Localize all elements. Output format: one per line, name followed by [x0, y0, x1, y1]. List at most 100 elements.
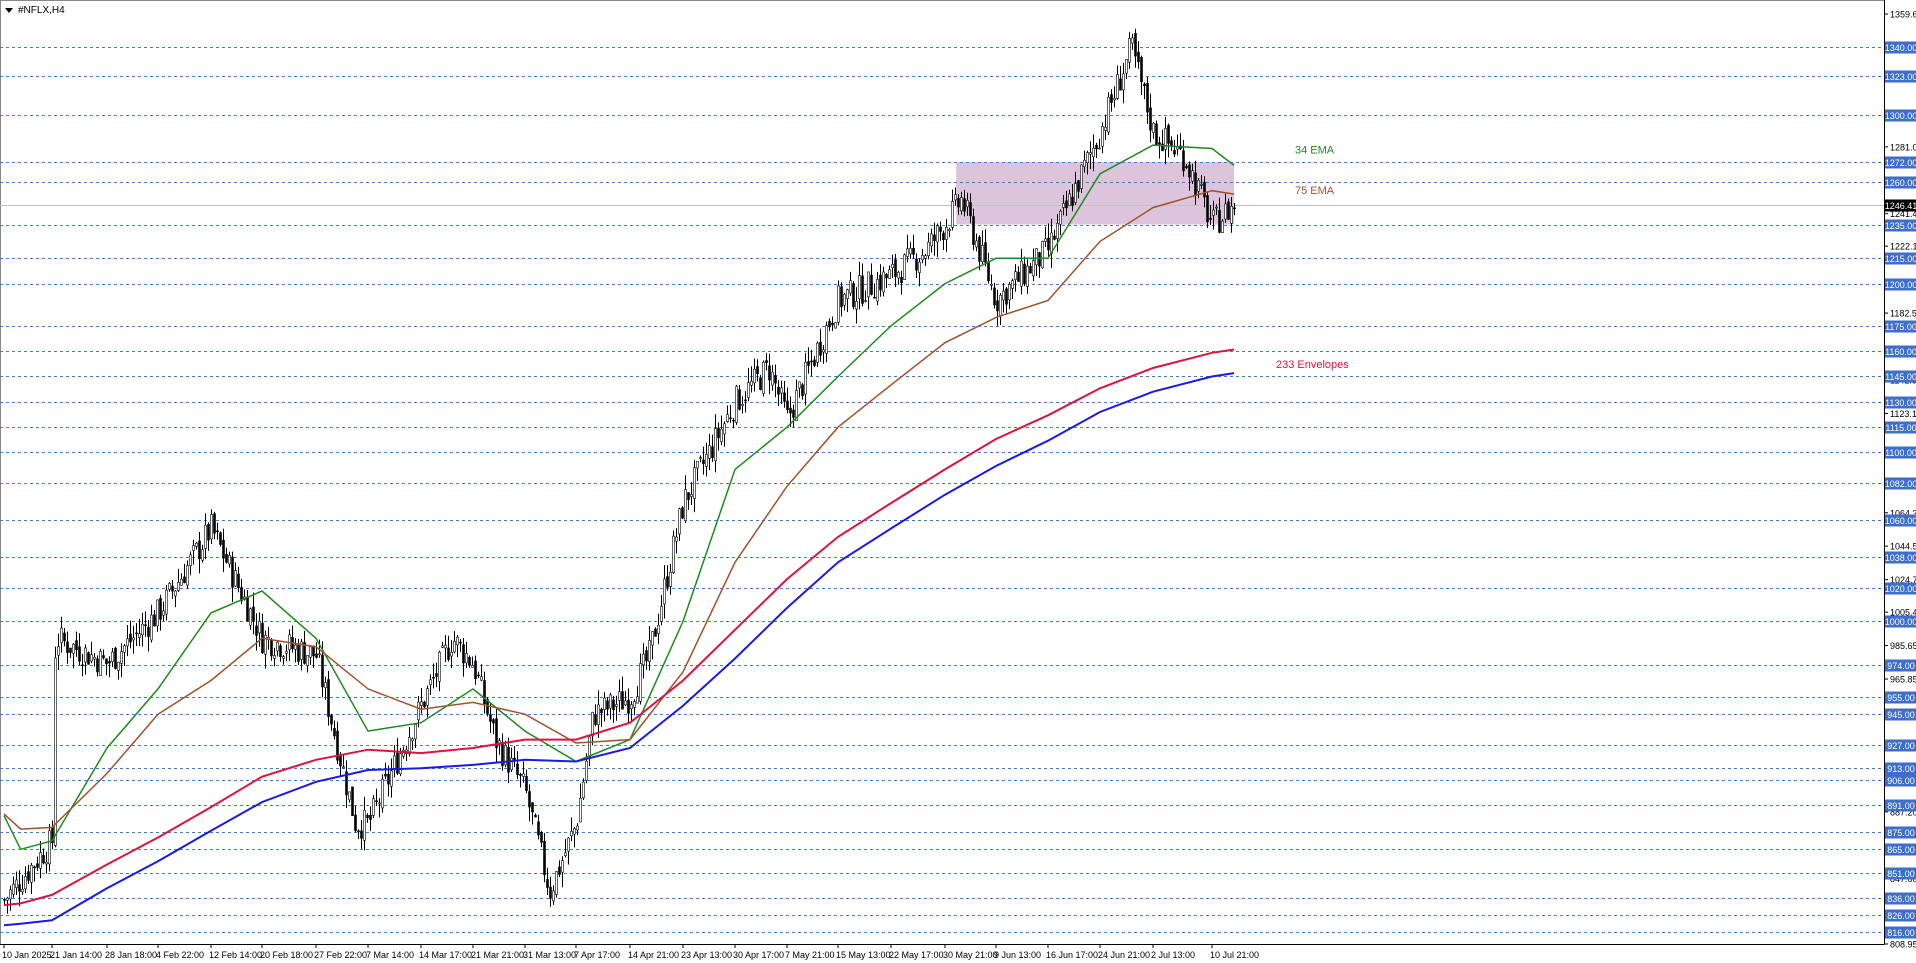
candle-body [417, 701, 420, 721]
candle-body [273, 655, 276, 659]
candle-body [36, 863, 39, 868]
candle-body [1116, 74, 1119, 99]
level-badge [1885, 109, 1916, 122]
time-tick-label: 10 Jul 21:00 [1210, 950, 1259, 960]
candle-body [426, 688, 429, 706]
candle-body [99, 651, 102, 676]
candle-body [732, 419, 735, 422]
candle-body [300, 641, 303, 660]
candle-body [111, 651, 114, 662]
level-badge-text: 1060.00 [1885, 516, 1916, 526]
candle-body [141, 623, 144, 636]
level-badge [1885, 421, 1916, 434]
candle-body [582, 781, 585, 799]
candle-body [48, 830, 51, 865]
candle-body [162, 610, 165, 616]
candle-body [1011, 280, 1014, 289]
time-tick-label: 21 Jan 14:00 [50, 950, 102, 960]
candle-body [804, 361, 807, 395]
candle-body [438, 651, 441, 682]
candle-body [870, 274, 873, 295]
candle-body [246, 596, 249, 622]
candle-body [909, 247, 912, 255]
candle-body [9, 889, 12, 900]
level-badge-text: 1000.00 [1885, 617, 1916, 627]
candle-body [201, 549, 204, 561]
candle-body [1035, 248, 1038, 266]
candle-body [225, 554, 228, 563]
candle-body [558, 866, 561, 875]
candle-body [624, 700, 627, 706]
candle-body [726, 414, 729, 422]
candle-body [258, 620, 261, 634]
candle-body [1185, 166, 1188, 169]
candle-body [1002, 290, 1005, 301]
candle-body [702, 459, 705, 465]
candle-body [519, 773, 522, 776]
level-badge [1885, 370, 1916, 383]
chart-symbol-title: #NFLX,H4 [18, 4, 65, 16]
candle-body [183, 576, 186, 584]
candle-body [1191, 170, 1194, 182]
candle-body [1215, 206, 1218, 209]
candle-body [1128, 38, 1131, 63]
candle-body [630, 704, 633, 709]
candle-body [45, 861, 48, 865]
candle-body [474, 660, 477, 680]
candle-body [954, 194, 957, 201]
candle-body [774, 375, 777, 384]
candle-body [1227, 201, 1230, 220]
candle-body [102, 655, 105, 659]
candle-body [627, 699, 630, 714]
time-tick-label: 27 Feb 22:00 [314, 950, 367, 960]
price-tick-label: 808.95 [1890, 940, 1916, 950]
candle-body [942, 232, 945, 241]
candle-body [960, 197, 963, 212]
candle-body [939, 226, 942, 232]
candle-body [66, 641, 69, 653]
time-tick-label: 16 Jun 17:00 [1046, 950, 1098, 960]
candle-body [135, 632, 138, 635]
candle-body [1038, 252, 1041, 267]
candle-body [1089, 152, 1092, 155]
candle-body [591, 711, 594, 737]
candle-body [279, 645, 282, 657]
candle-body [666, 576, 669, 588]
price-tick-label: 1182.55 [1890, 309, 1916, 319]
candle-body [399, 753, 402, 775]
level-badge-text: 913.00 [1887, 764, 1915, 774]
time-tick-label: 2 Jul 13:00 [1151, 950, 1195, 960]
candle-body [675, 536, 678, 542]
candle-body [90, 654, 93, 662]
candle-body [492, 719, 495, 724]
candle-body [783, 392, 786, 402]
candle-body [1233, 207, 1236, 210]
candle-body [456, 636, 459, 646]
candle-body [807, 361, 810, 366]
candle-body [471, 665, 474, 668]
candle-body [966, 200, 969, 208]
candle-body [660, 606, 663, 622]
candle-body [1095, 144, 1098, 150]
time-tick-label: 4 Feb 22:00 [156, 950, 204, 960]
candle-body [42, 855, 45, 864]
candle-body [645, 650, 648, 662]
chart-menu-triangle-icon[interactable] [5, 7, 13, 13]
candle-body [30, 865, 33, 883]
candle-body [441, 645, 444, 648]
level-badge-text: 1323.00 [1885, 72, 1916, 82]
candle-body [375, 800, 378, 802]
candle-body [180, 578, 183, 586]
candle-body [303, 642, 306, 664]
level-badge-text: 816.00 [1887, 928, 1915, 938]
price-tick-label: 1064.30 [1890, 508, 1916, 518]
candle-body [252, 606, 255, 622]
candle-body [270, 639, 273, 657]
candle-body [213, 513, 216, 534]
candle-body [690, 494, 693, 497]
candle-body [669, 571, 672, 587]
candle-body [705, 454, 708, 467]
